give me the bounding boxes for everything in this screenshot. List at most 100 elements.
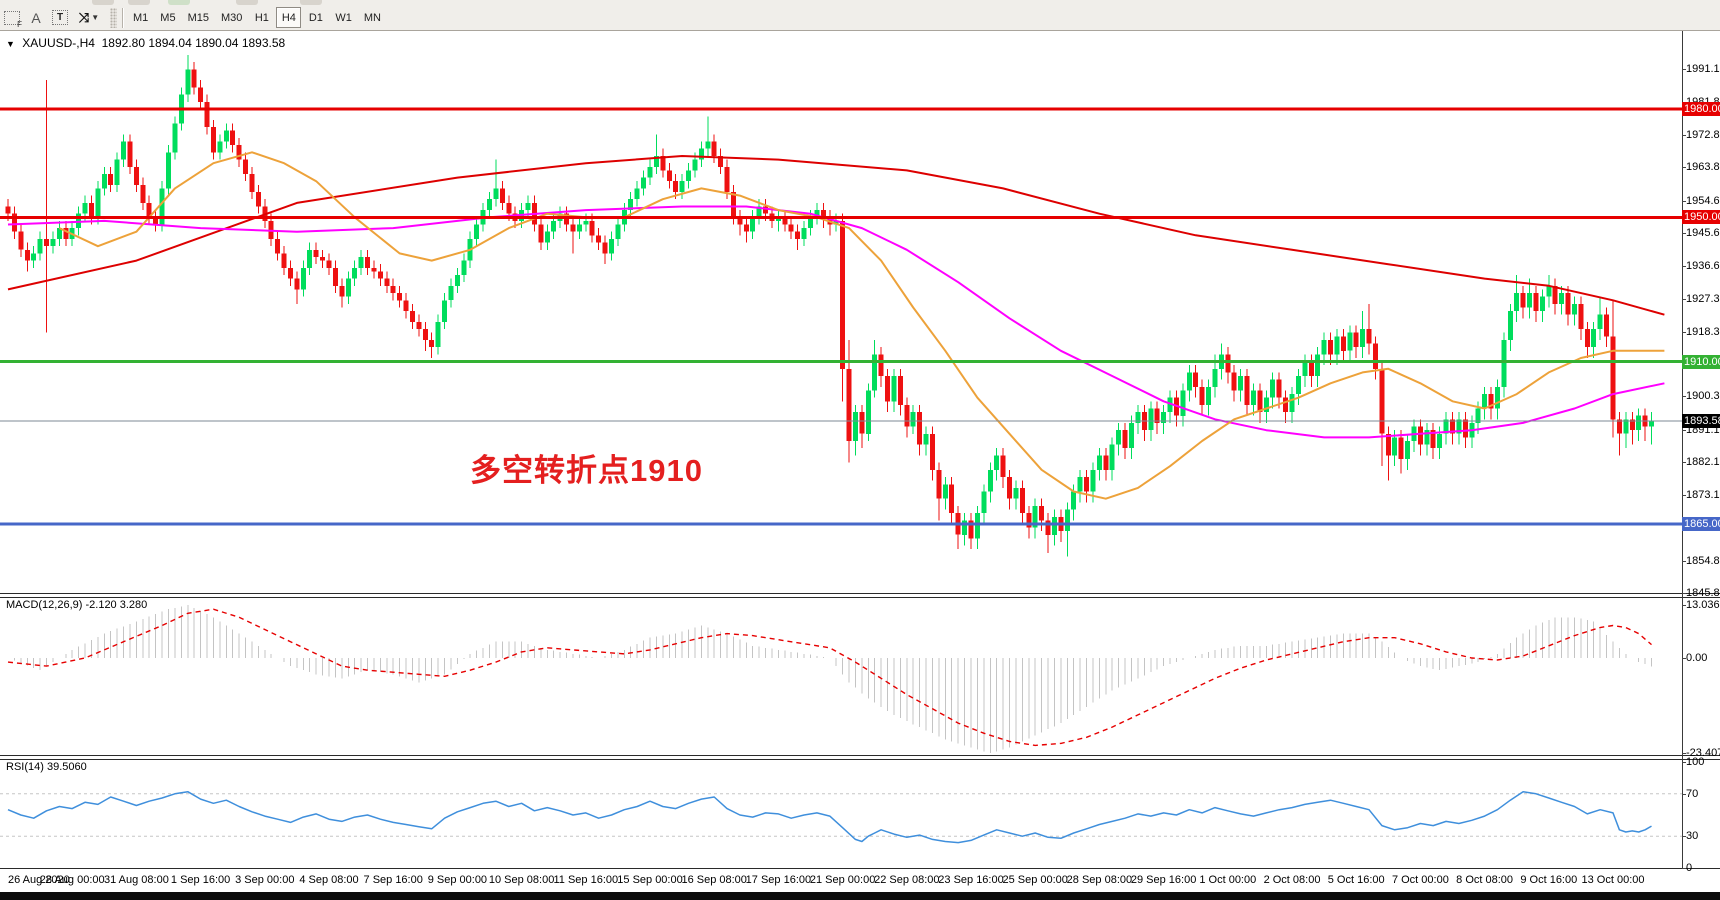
price-tick-label: 1954.60 [1686,194,1720,207]
timeframe-button-H1[interactable]: H1 [249,7,274,28]
price-tick-label: 0 [1686,862,1693,874]
date-label: 9 Oct 16:00 [1520,874,1578,886]
ohlc-open: 1892.80 [101,36,146,50]
price-tick-label: 1945.60 [1686,227,1720,240]
panel-divider[interactable] [0,755,1720,760]
collapse-caret-icon: ▼ [6,39,15,49]
price-tick-label: 1882.10 [1686,456,1720,469]
date-label: 29 Sep 16:00 [1130,874,1197,886]
axis-border [0,868,1720,869]
timeframe-button-MN[interactable]: MN [359,7,386,28]
date-label: 17 Sep 16:00 [745,874,812,886]
toolbar-grip[interactable] [110,7,117,28]
price-marker-label: 1910.00 [1682,354,1720,369]
tick-mark [1682,793,1686,795]
timeframe-button-M1[interactable]: M1 [128,7,153,28]
macd-panel[interactable] [0,596,1682,755]
price-tick-label: 0.00 [1686,652,1708,664]
price-tick-label: 1900.35 [1686,390,1720,403]
tick-mark [1682,331,1686,333]
price-tick-label: 1873.10 [1686,488,1720,501]
toolbar-separator [122,7,124,28]
price-tick-label: 1936.60 [1686,259,1720,272]
tick-mark [1682,200,1686,202]
timeframe-button-H4[interactable]: H4 [276,7,302,28]
price-tick-label: 1854.85 [1686,554,1720,567]
timeframe-button-M5[interactable]: M5 [155,7,180,28]
tick-mark [1682,299,1686,300]
rsi-panel[interactable] [0,758,1682,868]
tick-mark [1682,605,1686,606]
ohlc-close: 1893.58 [241,36,286,50]
date-label: 10 Sep 08:00 [488,874,555,886]
tick-mark [1682,836,1686,838]
date-label: 1 Sep 16:00 [170,874,231,886]
ohlc-low: 1890.04 [195,36,239,50]
price-scale[interactable]: 1991.101981.851972.851963.851954.601945.… [1682,31,1720,874]
price-chart-panel[interactable] [0,31,1682,594]
tick-mark [1682,396,1686,398]
date-label: 5 Oct 16:00 [1327,874,1385,886]
time-axis[interactable]: 26 Aug 2020 28 Aug 00:00 31 Aug 08:00 1 Sep… [0,869,1682,892]
tick-mark [1682,494,1686,496]
chart-title: ▼ XAUUSD-,H4 1892.80 1894.04 1890.04 189… [6,36,285,50]
price-tick-label: 1845.85 [1686,587,1720,600]
timeframe-button-M30[interactable]: M30 [216,7,247,28]
date-label: 21 Sep 00:00 [809,874,876,886]
tick-mark [1682,69,1686,70]
price-tick-label: 1972.85 [1686,128,1720,141]
price-tick-label: 100 [1686,756,1705,768]
date-label: 7 Oct 00:00 [1391,874,1449,886]
tick-mark [1682,560,1686,562]
text-box-tool-button[interactable]: T [48,7,72,29]
bottom-edge-bar [0,892,1720,900]
text-label-tool-button[interactable]: A [24,7,48,29]
tick-mark [1682,658,1686,659]
date-label: 13 Oct 00:00 [1581,874,1645,886]
price-marker-label: 1865.00 [1682,517,1720,531]
tick-mark [1682,233,1686,235]
frame-tool-button[interactable]: F [0,7,24,29]
price-marker-label: 1893.58 [1682,413,1720,428]
tick-mark [1682,762,1686,763]
date-label: 31 Aug 08:00 [103,874,169,886]
scale-border [1682,31,1683,869]
date-label: 7 Sep 16:00 [363,874,423,886]
macd-label: MACD(12,26,9) -2.120 3.280 [6,599,148,611]
tick-mark [1682,429,1686,431]
price-tick-label: 1918.35 [1686,325,1720,338]
price-tick-label: 70 [1686,787,1699,800]
tick-mark [1682,167,1686,169]
date-label: 8 Oct 08:00 [1456,874,1514,886]
symbol-label: XAUUSD-,H4 [22,36,95,50]
date-label: 26 Aug 2020 [8,874,70,886]
price-marker-label: 1950.00 [1682,210,1720,225]
toolbar: F A T ⤨ ▼ M1 M5 M15 M30 H1 H4 D1 W1 MN [0,0,1720,31]
date-label: 22 Sep 08:00 [874,874,940,886]
timeframe-button-W1[interactable]: W1 [330,7,357,28]
date-label: 23 Sep 16:00 [938,874,1004,886]
text-box-icon: T [52,10,68,25]
price-tick-label: 30 [1686,830,1699,843]
date-label: 9 Sep 00:00 [427,874,488,886]
date-label: 3 Sep 00:00 [235,874,295,886]
indicator-arrows-icon: ⤨ [78,9,90,25]
panel-divider[interactable] [0,593,1720,598]
price-tick-label: 1991.10 [1686,63,1720,75]
indicator-arrows-tool-button[interactable]: ⤨ ▼ [72,7,106,29]
timeframe-button-D1[interactable]: D1 [303,7,328,28]
timeframe-button-M15[interactable]: M15 [183,7,214,28]
ohlc-high: 1894.04 [148,36,192,50]
timeframe-button-group: M1 M5 M15 M30 H1 H4 D1 W1 MN [127,7,387,28]
chart-annotation-text: 多空转折点1910 [470,453,703,488]
rsi-label: RSI(14) 39.5060 [6,761,87,773]
tick-mark [1682,462,1686,464]
tick-mark [1682,753,1686,755]
frame-tool-icon: F [4,10,22,29]
price-tick-label: 1927.35 [1686,293,1720,305]
chart-area[interactable]: ▼ XAUUSD-,H4 1892.80 1894.04 1890.04 189… [0,31,1720,900]
date-label: 15 Sep 00:00 [617,874,683,886]
dropdown-caret-icon: ▼ [91,13,100,22]
price-tick-label: 13.036 [1686,599,1720,611]
price-tick-label: 1963.85 [1686,161,1720,174]
